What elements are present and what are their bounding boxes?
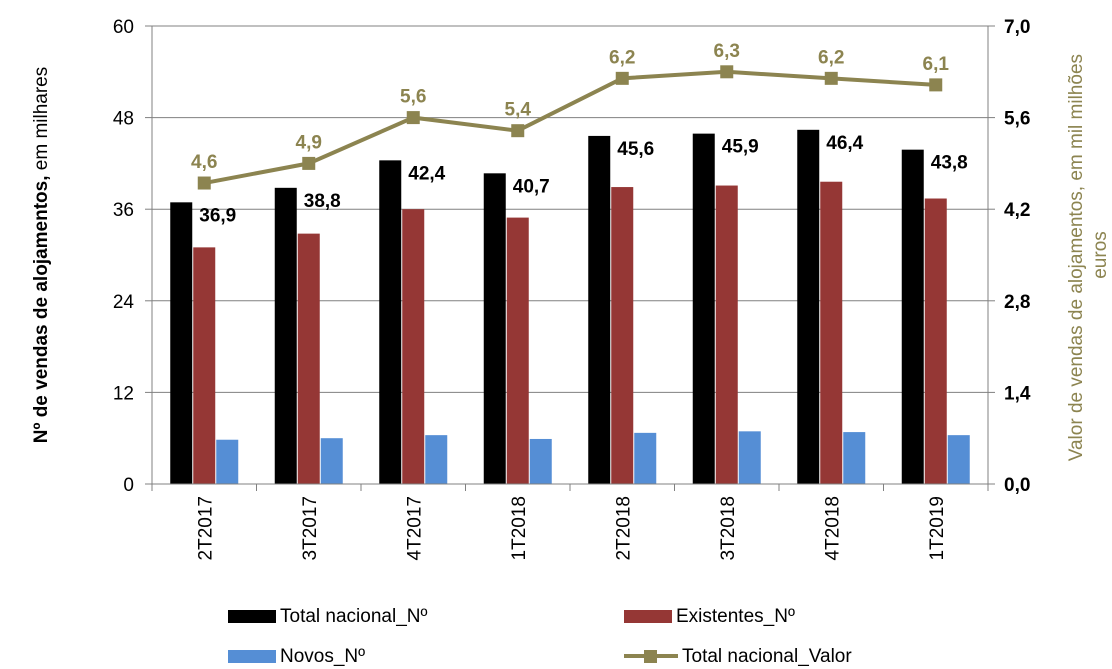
legend-label: Total nacional_Nº [280,606,427,627]
category-label: 4T2017 [404,496,425,560]
right-axis-tick-label: 4,2 [1004,200,1030,221]
value-line-data-label: 5,6 [400,87,426,108]
category-label: 1T2018 [509,496,530,560]
bar-novos-n- [947,435,970,484]
value-line-marker [824,71,838,85]
bar-existentes-n- [297,233,320,484]
left-axis-tick-label: 12 [113,383,134,404]
total-bar-data-label: 46,4 [826,133,863,154]
right-axis-tick-label: 2,8 [1004,292,1030,313]
axes: 0 0,0 12 1,4 24 2,8 36 4,2 48 5,6 60 7,0 2T2017 3T201… [113,17,1031,560]
category-label: 2T2017 [195,496,216,560]
value-line-data-label: 4,6 [191,152,217,173]
right-axis-tick-label: 5,6 [1004,109,1030,130]
bar-novos-n- [216,439,239,484]
legend: Total nacional_Nº Existentes_Nº Novos_Nº To… [228,606,852,667]
left-axis-tick-label: 24 [113,292,135,313]
legend-swatch [624,610,672,623]
legend-marker-swatch [644,650,657,663]
right-axis-tick-label: 7,0 [1004,17,1030,38]
bar-existentes-n- [924,198,947,484]
total-bar-data-label: 45,6 [617,139,654,160]
bar-novos-n- [634,432,657,484]
bar-existentes-n- [402,209,425,484]
total-bar-data-label: 36,9 [199,205,236,226]
value-line-marker [511,124,525,138]
value-line-marker [197,176,211,190]
bar-total-nacional-n- [274,187,297,484]
category-label: 1T2019 [927,496,948,560]
legend-label: Existentes_Nº [676,606,795,627]
right-axis-tick-label: 1,4 [1004,383,1031,404]
value-line-marker [929,78,943,92]
value-line-data-label: 6,2 [818,47,844,68]
bar-total-nacional-n- [379,160,402,484]
right-axis-title-line1: Valor de vendas de alojamentos, em mil m… [1066,54,1087,461]
value-line [203,69,936,185]
value-line-data-label: 6,2 [609,47,635,68]
bar-total-nacional-n- [483,173,506,484]
legend-label: Novos_Nº [280,646,365,667]
left-axis-title-normal: em milhares [31,67,52,176]
bar-existentes-n- [715,185,738,484]
bars [170,129,970,485]
bar-total-nacional-n- [901,149,924,484]
bar-total-nacional-n- [170,202,193,484]
value-line-data-label: 4,9 [296,132,322,153]
total-bar-data-label: 43,8 [931,153,968,174]
bar-existentes-n- [506,217,529,484]
bar-novos-n- [843,432,866,484]
left-axis-tick-label: 0 [123,475,134,496]
category-label: 2T2018 [613,496,634,560]
value-line-series [197,65,943,190]
value-line-data-label: 6,3 [714,41,740,62]
right-axis-tick-label: 0,0 [1004,475,1030,496]
bar-total-nacional-n- [692,133,715,484]
bar-novos-n- [425,435,448,484]
value-line-marker [720,65,734,79]
legend-label: Total nacional_Valor [682,646,852,667]
bar-total-nacional-n- [588,135,611,485]
total-bar-data-label: 40,7 [513,176,550,197]
value-line-marker [406,111,420,125]
bar-novos-n- [320,438,343,484]
bar-novos-n- [529,438,552,484]
right-axis-title-line2: euros [1090,231,1111,279]
category-label: 3T2018 [718,496,739,560]
value-line-data-label: 5,4 [505,100,532,121]
total-bar-data-label: 45,9 [722,137,759,158]
right-axis-title: Valor de vendas de alojamentos, em mil m… [1066,49,1111,462]
bar-existentes-n- [193,247,216,484]
left-axis-title-bold: Nº de vendas de alojamentos, [31,176,52,444]
data-labels: 36,9 38,8 42,4 40,7 45,6 45,9 46,4 43,8 4,6 4,9 5,… [191,41,968,227]
legend-swatch [228,650,276,663]
value-line-marker [615,71,629,85]
bar-existentes-n- [611,187,634,484]
left-axis-tick-label: 36 [113,200,134,221]
bar-novos-n- [738,431,761,484]
total-bar-data-label: 42,4 [408,163,445,184]
legend-swatch [228,610,276,623]
left-axis-title: Nº de vendas de alojamentos, em milhares [31,67,52,444]
category-label: 3T2017 [300,496,321,560]
bar-existentes-n- [820,181,843,484]
value-line-data-label: 6,1 [923,54,950,75]
category-label: 4T2018 [822,496,843,560]
left-axis-tick-label: 48 [113,109,134,130]
bar-total-nacional-n- [797,129,820,484]
left-axis-tick-label: 60 [113,17,134,38]
total-bar-data-label: 38,8 [304,191,341,212]
value-line-marker [302,156,316,170]
